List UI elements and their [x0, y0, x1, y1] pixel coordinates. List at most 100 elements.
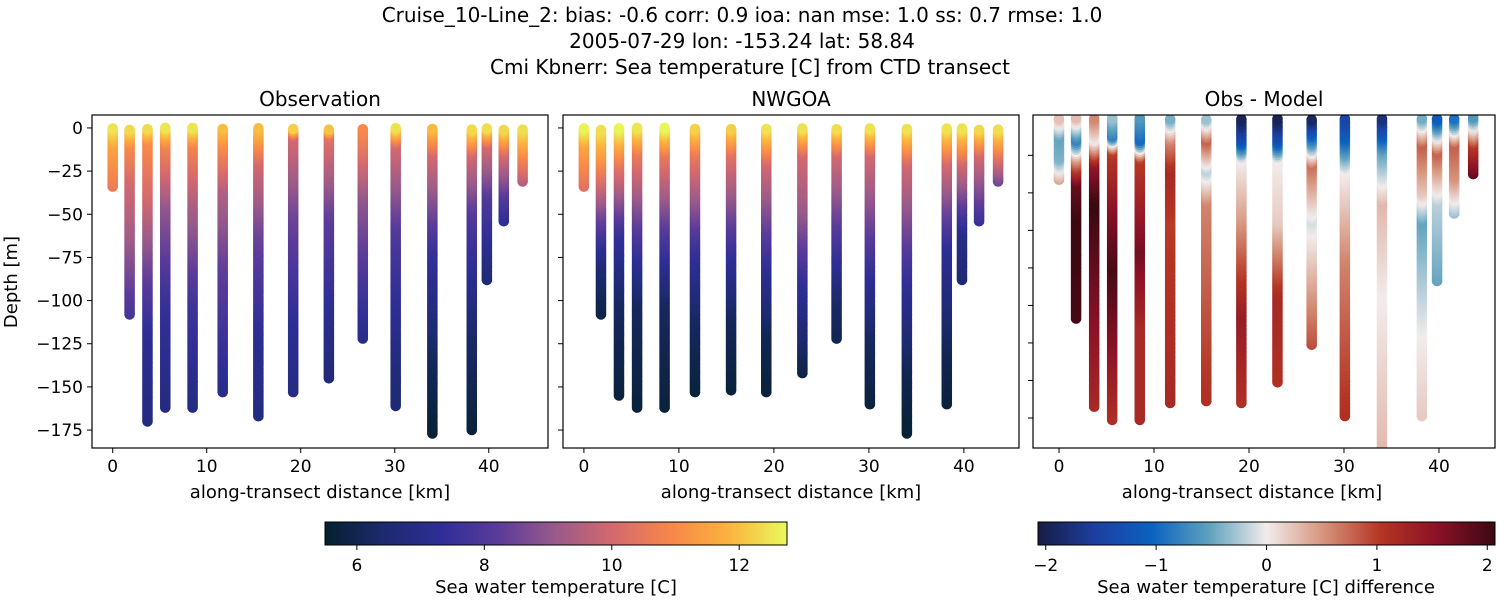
x-tick-label: 30: [858, 457, 880, 477]
profile-11: [1376, 115, 1388, 448]
profile-point: [761, 123, 772, 135]
profile-1: [595, 124, 607, 320]
profile-point: [613, 123, 625, 134]
profile-point: [864, 123, 876, 134]
profile-point: [595, 124, 607, 136]
profile-8: [797, 123, 808, 379]
profile-point: [1306, 115, 1317, 125]
profile-point: [1339, 115, 1351, 125]
profile-15: [517, 124, 528, 187]
profile-5: [689, 123, 701, 398]
profile-point: [1088, 115, 1100, 124]
colorbar-label-temperature: Sea water temperature [C]: [435, 577, 677, 598]
axes-frame: [91, 114, 549, 449]
profile-5: [217, 123, 228, 398]
profile-13: [481, 123, 493, 286]
profile-7: [1236, 115, 1247, 409]
profile-9: [831, 124, 842, 344]
profile-1: [1070, 115, 1082, 324]
profile-2: [613, 123, 625, 401]
profile-point: [217, 123, 228, 135]
y-tick-label: −175: [36, 421, 83, 441]
x-axis-label-observation: along-transect distance [km]: [189, 482, 451, 503]
profile-4: [1134, 115, 1146, 426]
profile-point: [107, 123, 118, 134]
y-tick-label: −100: [36, 292, 83, 312]
profile-12: [466, 124, 478, 436]
x-axis-label-model: along-transect distance [km]: [660, 482, 922, 503]
profile-point: [481, 123, 493, 134]
profile-point: [517, 124, 528, 135]
profile-point: [427, 123, 438, 135]
y-tick-label: −50: [47, 205, 83, 225]
panel-0: 0 10 20 30 400−25−50−75−100−125−150−175: [36, 114, 549, 477]
profile-11: [427, 123, 438, 439]
profile-point: [941, 123, 953, 134]
profile-4: [659, 122, 670, 413]
profile-point: [659, 122, 670, 134]
profile-10: [1339, 115, 1351, 422]
profile-12: [941, 123, 953, 410]
profile-point: [160, 122, 171, 134]
profile-point: [323, 124, 335, 135]
profile-12: [1416, 115, 1428, 422]
profile-10: [864, 123, 876, 410]
y-tick-label: −25: [47, 162, 83, 182]
profile-2: [142, 124, 153, 427]
profile-point: [357, 124, 369, 135]
profile-point: [831, 124, 842, 135]
y-tick-label: 0: [72, 119, 83, 139]
y-tick-label: −150: [36, 378, 83, 398]
axes-frame: [562, 114, 1020, 449]
profile-10: [390, 123, 402, 412]
profile-7: [761, 123, 772, 398]
profile-point: [287, 123, 299, 135]
profile-6: [253, 123, 264, 422]
profile-3: [160, 122, 171, 413]
profile-9: [1306, 115, 1317, 351]
profile-15: [992, 124, 1004, 187]
profile-0: [578, 123, 590, 192]
profile-3: [631, 122, 643, 413]
profile-9: [357, 124, 369, 344]
profile-5: [1164, 115, 1176, 409]
profile-6: [1201, 115, 1212, 407]
x-tick-label: 20: [763, 457, 785, 477]
profile-point: [689, 123, 701, 135]
profile-14: [498, 124, 510, 227]
profile-6: [725, 124, 737, 396]
profile-point: [1164, 115, 1176, 125]
x-tick-label: 30: [384, 457, 406, 477]
profile-13: [956, 123, 968, 286]
x-tick-label: 40: [478, 457, 500, 477]
panel-2: 0 10 20 30 40: [1028, 114, 1496, 477]
profile-3: [1106, 115, 1118, 426]
panel-title-difference: Obs - Model: [1204, 87, 1324, 111]
profile-point: [142, 124, 153, 135]
profile-2: [1088, 115, 1100, 413]
profile-point: [1376, 115, 1388, 125]
panel-1: 0 10 20 30 40: [558, 114, 1020, 477]
y-tick-label: −75: [47, 248, 83, 268]
profile-7: [287, 123, 299, 398]
colorbar-label-difference: Sea water temperature [C] difference: [1097, 577, 1435, 598]
profile-point: [992, 124, 1004, 135]
profile-0: [1053, 115, 1065, 185]
profile-point: [187, 122, 198, 134]
profile-8: [1272, 115, 1283, 388]
profile-4: [187, 122, 198, 413]
profile-point: [631, 122, 643, 134]
figure-title-line-2: 2005-07-29 lon: -153.24 lat: 58.84: [569, 29, 915, 53]
profile-point: [725, 124, 737, 135]
profile-0: [107, 123, 118, 192]
profile-point: [1134, 115, 1146, 124]
x-tick-label: 40: [953, 457, 975, 477]
profile-point: [901, 123, 913, 135]
x-tick-label: 10: [668, 457, 690, 477]
x-axis-label-difference: along-transect distance [km]: [1121, 482, 1383, 503]
profile-point: [1272, 115, 1283, 125]
profile-point: [124, 124, 135, 136]
panel-title-observation: Observation: [259, 87, 381, 111]
profile-point: [578, 123, 590, 134]
